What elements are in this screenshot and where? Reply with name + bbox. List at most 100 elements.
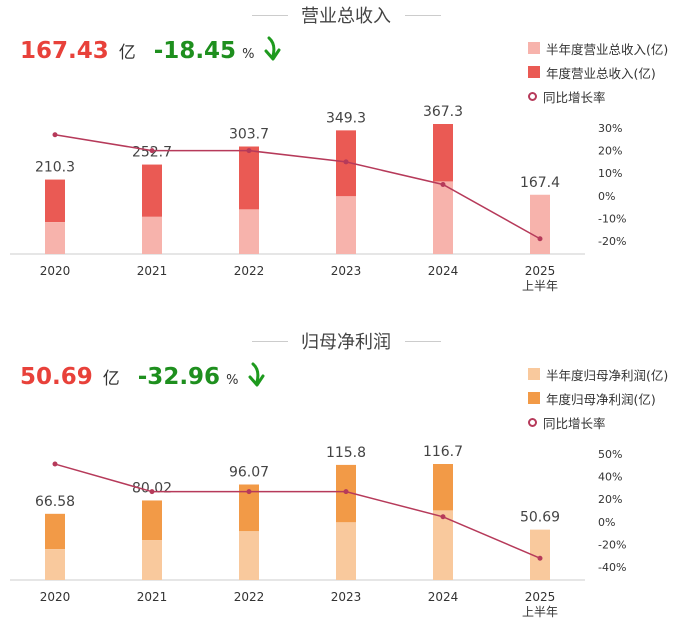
title-divider-right <box>405 341 441 342</box>
bar-annual <box>239 146 259 210</box>
chart-title: 归母净利润 <box>301 332 391 353</box>
x-tick-label: 2020 <box>40 264 71 278</box>
bar-half-year <box>45 222 65 254</box>
growth-rate-point <box>440 514 446 520</box>
x-tick-label: 2025 <box>525 264 556 278</box>
kpi-change-unit: % <box>242 47 255 62</box>
x-tick-label: 上半年 <box>522 605 558 619</box>
bar-half-year <box>433 181 453 254</box>
bar-value-label: 50.69 <box>520 510 560 526</box>
x-tick-label: 上半年 <box>522 279 558 293</box>
chart-title-row: 营业总收入 <box>0 0 688 32</box>
growth-rate-point <box>149 489 155 495</box>
legend-marker-growth <box>528 91 537 101</box>
growth-rate-point <box>52 132 58 138</box>
kpi-change: -32.96 <box>137 364 221 390</box>
bar-annual <box>45 513 65 550</box>
chart-legend: 半年度营业总收入(亿) 年度营业总收入(亿) 同比增长率 <box>528 36 668 108</box>
legend-label-annual: 年度营业总收入(亿) <box>546 65 656 81</box>
x-tick-label: 2021 <box>137 590 168 604</box>
legend-item-growth: 同比增长率 <box>528 84 668 108</box>
kpi-summary: 50.69 亿 -32.96 % <box>20 358 268 392</box>
x-tick-label: 2022 <box>234 590 265 604</box>
right-axis-tick-label: 0% <box>598 190 615 203</box>
legend-swatch-annual <box>528 392 540 404</box>
right-axis-tick-label: 20% <box>598 493 622 506</box>
right-axis-tick-label: -40% <box>598 561 626 574</box>
x-tick-label: 2021 <box>137 264 168 278</box>
bar-half-year <box>336 522 356 580</box>
kpi-value: 50.69 <box>20 364 93 390</box>
growth-rate-point <box>537 555 543 561</box>
growth-rate-point <box>246 489 252 495</box>
right-axis-tick-label: 40% <box>598 471 622 484</box>
right-axis-tick-label: 50% <box>598 448 622 461</box>
bar-half-year <box>239 531 259 580</box>
legend-label-growth: 同比增长率 <box>543 89 606 105</box>
right-axis-tick-label: 20% <box>598 145 622 158</box>
right-axis-tick-label: 30% <box>598 122 622 135</box>
x-tick-label: 2020 <box>40 590 71 604</box>
growth-rate-line <box>54 463 541 559</box>
legend-label-annual: 年度归母净利润(亿) <box>546 391 656 407</box>
x-tick-label: 2023 <box>331 264 362 278</box>
growth-rate-point <box>246 148 252 154</box>
net-profit-chart-panel: 归母净利润 50.69 亿 -32.96 % 半年度归母净利润(亿) 年度归母净… <box>0 326 688 631</box>
bar-annual <box>142 500 162 541</box>
bar-value-label: 367.3 <box>423 104 463 120</box>
bar-annual <box>239 484 259 532</box>
bar-value-label: 66.58 <box>35 494 75 510</box>
growth-rate-point <box>343 489 349 495</box>
legend-swatch-half <box>528 42 540 54</box>
legend-item-half: 半年度营业总收入(亿) <box>528 36 668 60</box>
growth-rate-line <box>54 134 541 240</box>
legend-item-half: 半年度归母净利润(亿) <box>528 362 668 386</box>
bar-annual <box>433 464 453 511</box>
title-divider-right <box>405 15 441 16</box>
chart-legend: 半年度归母净利润(亿) 年度归母净利润(亿) 同比增长率 <box>528 362 668 434</box>
bar-half-year <box>530 529 550 580</box>
legend-item-growth: 同比增长率 <box>528 410 668 434</box>
bar-value-label: 116.7 <box>423 444 463 460</box>
x-tick-label: 2023 <box>331 590 362 604</box>
legend-marker-growth <box>528 417 537 427</box>
x-tick-label: 2024 <box>428 590 459 604</box>
bar-value-label: 167.4 <box>520 175 560 191</box>
right-axis-tick-label: -20% <box>598 235 626 248</box>
x-tick-label: 2022 <box>234 264 265 278</box>
revenue-bar-line-chart: 210.32020252.72021303.72022349.32023367.… <box>10 104 626 293</box>
chart-title: 营业总收入 <box>301 6 391 27</box>
legend-label-half: 半年度归母净利润(亿) <box>546 367 669 383</box>
bar-half-year <box>142 216 162 254</box>
growth-rate-point <box>440 182 446 187</box>
growth-rate-point <box>537 236 543 242</box>
title-divider-left <box>252 341 288 342</box>
bar-annual <box>142 164 162 217</box>
kpi-unit: 亿 <box>118 43 136 63</box>
bar-value-label: 210.3 <box>35 160 75 176</box>
kpi-change: -18.45 <box>153 38 237 64</box>
kpi-unit: 亿 <box>102 369 120 389</box>
bar-annual <box>45 179 65 223</box>
bar-half-year <box>433 510 453 580</box>
net-profit-bar-line-chart: 66.58 2020 80.02 2021 96.07 2022 115.8 2023 116.… <box>10 444 626 619</box>
right-axis-tick-label: -10% <box>598 212 626 225</box>
right-axis-tick-label: 10% <box>598 167 622 180</box>
bar-value-label: 349.3 <box>326 110 366 126</box>
kpi-change-unit: % <box>226 373 239 388</box>
bar-half-year <box>530 194 550 254</box>
legend-item-annual: 年度营业总收入(亿) <box>528 60 668 84</box>
legend-label-half: 半年度营业总收入(亿) <box>546 41 669 57</box>
bar-half-year <box>336 196 356 254</box>
revenue-chart-panel: 营业总收入 167.43 亿 -18.45 % 半年度营业总收入(亿) 年度营业… <box>0 0 688 305</box>
bar-half-year <box>45 549 65 580</box>
growth-rate-point <box>52 461 58 467</box>
growth-rate-point <box>343 159 349 165</box>
bar-value-label: 80.02 <box>132 480 172 496</box>
x-tick-label: 2024 <box>428 264 459 278</box>
right-axis-tick-label: 0% <box>598 516 615 529</box>
title-divider-left <box>252 15 288 16</box>
growth-rate-point <box>149 148 155 154</box>
down-arrow-icon <box>248 362 265 387</box>
bar-annual <box>433 124 453 182</box>
